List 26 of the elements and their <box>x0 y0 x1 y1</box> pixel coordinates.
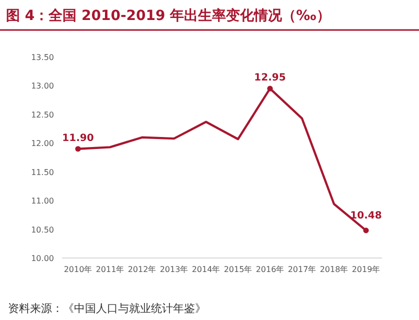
y-tick-label: 13.00 <box>31 82 54 91</box>
x-tick-label: 2013年 <box>160 265 188 274</box>
y-tick-label: 11.50 <box>31 168 54 177</box>
x-tick-label: 2017年 <box>288 265 316 274</box>
data-label: 10.48 <box>350 210 382 222</box>
point <box>75 146 81 152</box>
point <box>267 86 273 92</box>
x-tick-label: 2016年 <box>256 265 284 274</box>
point <box>363 228 369 234</box>
y-tick-label: 10.00 <box>31 254 54 263</box>
data-label: 12.95 <box>254 72 286 84</box>
x-tick-label: 2018年 <box>320 265 348 274</box>
y-tick-label: 12.00 <box>31 139 54 148</box>
chart-title: 图 4：全国 2010-2019 年出生率变化情况（‰） <box>6 7 330 24</box>
x-tick-label: 2011年 <box>96 265 124 274</box>
data-label: 11.90 <box>62 132 94 144</box>
y-tick-label: 11.00 <box>31 196 54 206</box>
x-tick-label: 2019年 <box>352 265 380 274</box>
x-tick-label: 2015年 <box>224 265 252 274</box>
y-tick-label: 10.50 <box>31 225 54 234</box>
y-tick-label: 13.50 <box>31 53 54 62</box>
x-tick-label: 2014年 <box>192 265 220 274</box>
x-tick-label: 2010年 <box>64 265 92 274</box>
text: 资料来源：《中国人口与就业统计年鉴》 <box>8 302 206 315</box>
x-tick-label: 2012年 <box>128 265 156 274</box>
y-tick-label: 12.50 <box>31 110 54 120</box>
